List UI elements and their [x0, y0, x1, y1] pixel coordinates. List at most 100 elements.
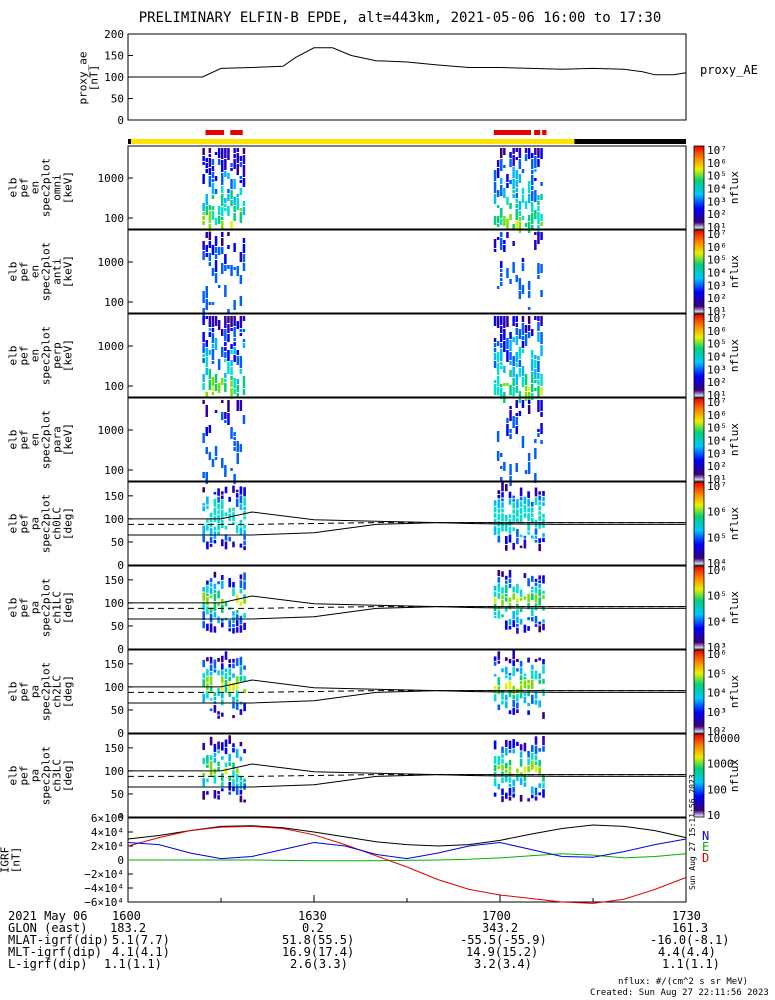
- spectrogram-cell: [531, 225, 534, 230]
- pitch-angle-cell: [209, 708, 213, 712]
- spectrogram-cell: [211, 206, 215, 210]
- pitch-angle-frame: [127, 649, 687, 734]
- colorbar: [693, 145, 705, 230]
- spectrogram-cell: [214, 410, 218, 413]
- pitch-angle-cell: [232, 770, 235, 778]
- pitch-angle-cell: [527, 710, 530, 715]
- no-data-bar: [574, 139, 686, 144]
- pitch-angle-cell: [512, 685, 515, 694]
- spectrogram-cell: [214, 152, 218, 155]
- spectrogram-cell: [521, 341, 525, 348]
- spectrogram-cell: [500, 477, 503, 481]
- pitch-angle-cell: [512, 779, 515, 787]
- pitch-angle-cell: [217, 616, 220, 624]
- spectrogram-cell: [236, 321, 239, 329]
- spectrogram-cell: [224, 316, 227, 328]
- side-stamp: Sun Aug 27 15:11:56 2023: [688, 774, 697, 890]
- pitch-angle-cell: [505, 584, 508, 593]
- spectrogram-cell: [534, 232, 537, 235]
- pitch-angle-cell: [523, 673, 527, 677]
- spectrogram-cell: [540, 214, 543, 221]
- pitch-angle-cell: [217, 670, 220, 676]
- spectrogram-cell: [202, 174, 205, 184]
- pitch-angle-cell: [538, 511, 541, 515]
- pitch-angle-cell: [217, 750, 220, 754]
- pitch-angle-cell: [519, 660, 523, 667]
- spectrogram-cell: [515, 323, 518, 327]
- spectrogram-cell: [227, 350, 230, 361]
- pitch-angle-cell: [217, 791, 220, 795]
- pitch-angle-cell: [527, 626, 530, 631]
- pitch-angle-cell: [542, 533, 545, 537]
- pitch-angle-cell: [213, 526, 217, 531]
- pitch-angle-cell: [235, 658, 239, 666]
- pitch-angle-cell: [221, 712, 224, 717]
- igrf-tick-label: 0: [117, 854, 124, 867]
- colorbar: [693, 565, 705, 650]
- pitch-angle-cell: [512, 527, 515, 531]
- spectrogram-cell: [537, 322, 540, 331]
- spectrogram-cell: [503, 240, 506, 244]
- spectrogram-cell: [496, 216, 500, 223]
- spectrogram-cell: [500, 185, 503, 196]
- pitch-angle-cell: [501, 571, 504, 577]
- pitch-angle-cell: [512, 610, 515, 620]
- pitch-angle-cell: [538, 580, 541, 583]
- pitch-angle-cell: [497, 509, 501, 513]
- pitch-angle-cell: [202, 601, 205, 611]
- spectrogram-cell: [242, 389, 246, 395]
- proxy-ae-legend: proxy_AE: [700, 63, 758, 77]
- pitch-angle-cell: [534, 582, 538, 587]
- spectrogram-cell: [509, 203, 512, 209]
- pitch-angle-cell: [228, 688, 231, 692]
- pitch-angle-cell: [542, 623, 545, 631]
- pitch-angle-cell: [206, 496, 209, 505]
- spectrogram-cell: [500, 278, 503, 281]
- spectrogram-cell: [512, 148, 515, 154]
- pitch-angle-cell: [206, 541, 209, 550]
- pitch-angle-cell: [531, 752, 534, 760]
- pitch-angle-cell: [232, 611, 235, 616]
- colorbar-tick-label: 10⁴: [707, 557, 727, 570]
- spectrogram-cell: [527, 392, 531, 400]
- energy-tick-label: 100: [104, 464, 124, 477]
- pitch-angle-cell: [538, 625, 541, 633]
- pitch-angle-cell: [209, 528, 213, 536]
- spectrogram-cell: [227, 265, 230, 269]
- footer-value: 5.1(7.7): [112, 933, 170, 947]
- pitch-angle-cell: [239, 580, 243, 588]
- spectrogram-cell: [515, 352, 518, 362]
- pitch-angle-cell: [508, 777, 512, 783]
- pitch-angle-cell: [534, 578, 538, 582]
- footer-value: 1630: [298, 909, 327, 923]
- spectrogram-cell: [233, 342, 236, 346]
- colorbar: [693, 229, 705, 314]
- spectrogram-cell: [227, 324, 230, 333]
- pitch-angle-cell: [493, 612, 497, 615]
- pitch-angle-cell: [527, 689, 530, 697]
- pitch-angle-cell: [512, 495, 515, 499]
- spectrogram-cell: [202, 216, 205, 220]
- pitch-angle-cell: [221, 742, 224, 751]
- colorbar-tick-label: 10000: [707, 732, 740, 745]
- spectrogram-cell: [506, 268, 509, 278]
- pitch-angle-cell: [217, 741, 220, 750]
- pitch-angle-cell: [232, 748, 235, 753]
- spectrogram-cell: [233, 179, 236, 189]
- spectrogram-cell: [221, 400, 224, 403]
- spectrogram-cell: [534, 169, 537, 172]
- pitch-angle-cell: [493, 615, 497, 619]
- spectrogram-cell: [521, 188, 525, 194]
- spectrogram-cell: [534, 210, 537, 219]
- spectrogram-cell: [537, 332, 540, 342]
- pitch-angle-cell: [508, 658, 512, 664]
- spectrogram-cell: [221, 247, 224, 254]
- energy-spectrogram-frame: [127, 145, 687, 230]
- spectrogram-cell: [242, 165, 246, 177]
- pitch-angle-cell: [542, 537, 545, 543]
- pitch-angle-cell: [508, 673, 512, 676]
- pitch-angle-cell: [527, 522, 530, 531]
- pitch-angle-cell: [538, 597, 541, 606]
- pitch-angle-cell: [243, 749, 246, 754]
- colorbar-tick-label: 10⁵: [707, 422, 727, 435]
